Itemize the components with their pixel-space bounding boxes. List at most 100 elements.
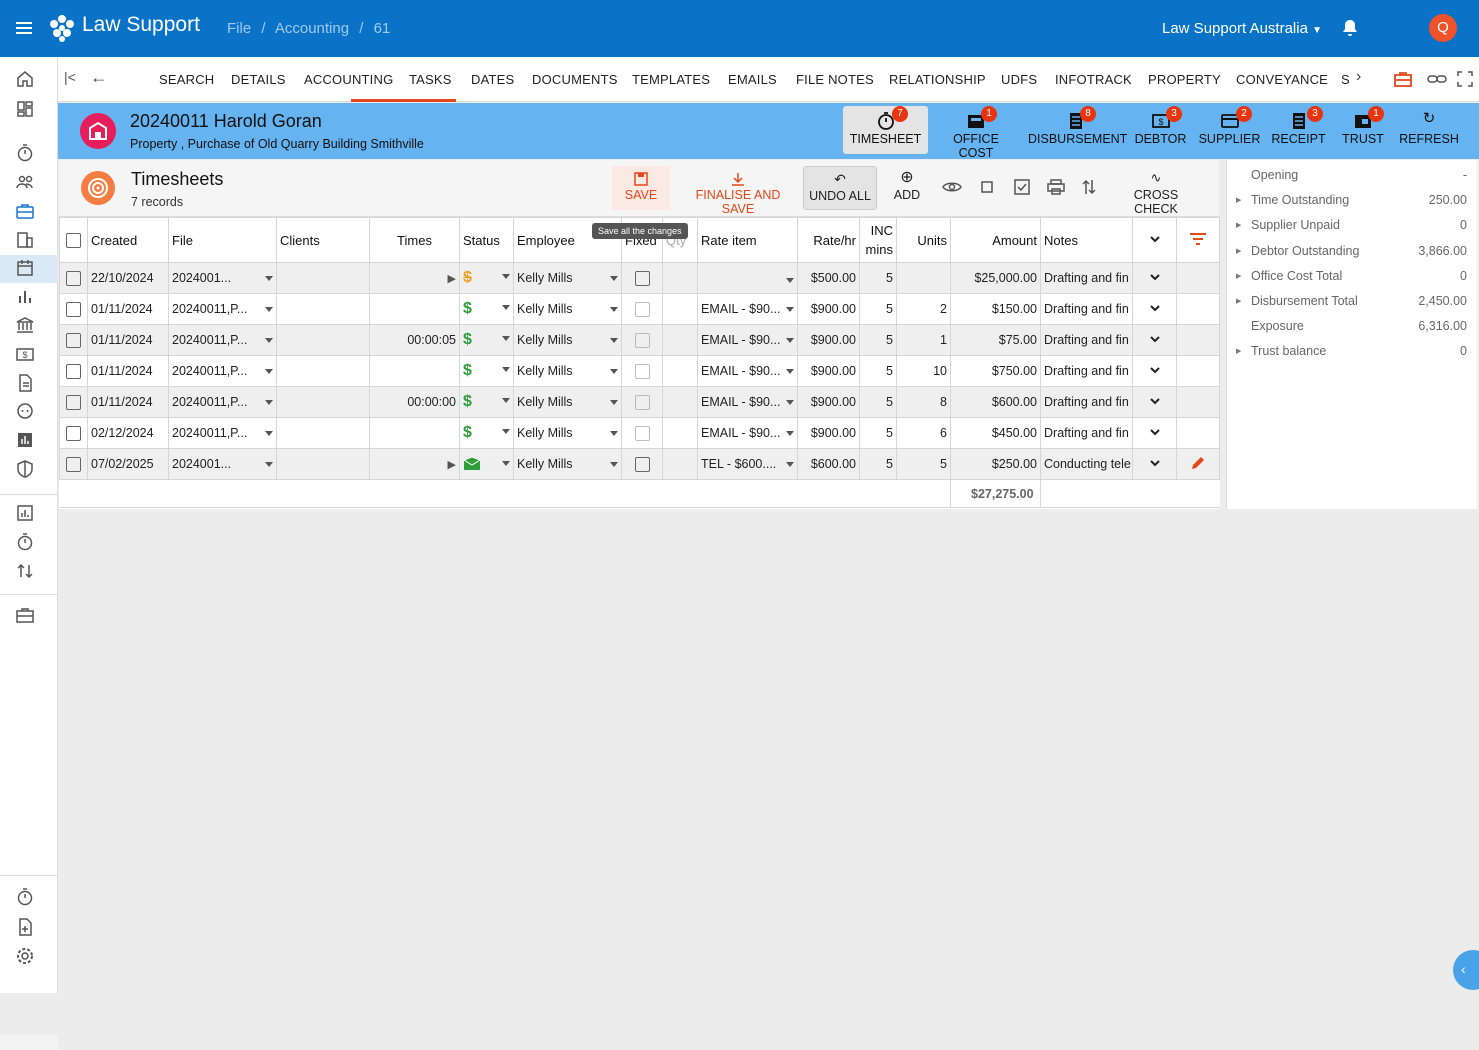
cell-rate-item[interactable]: EMAIL - $90... bbox=[697, 324, 798, 356]
cell-times[interactable] bbox=[369, 355, 460, 387]
cell-fixed[interactable] bbox=[621, 417, 663, 449]
cell-employee[interactable]: Kelly Mills bbox=[513, 293, 622, 325]
col-notes[interactable]: Notes bbox=[1040, 217, 1133, 263]
row-select[interactable] bbox=[59, 262, 88, 294]
cell-status[interactable]: $ bbox=[459, 355, 514, 387]
cell-notes[interactable]: Drafting and fin bbox=[1040, 355, 1133, 387]
row-select[interactable] bbox=[59, 417, 88, 449]
dropdown-arrow-icon[interactable] bbox=[786, 338, 794, 343]
briefcase-icon[interactable] bbox=[15, 201, 35, 221]
cell-rate-item[interactable]: EMAIL - $90... bbox=[697, 293, 798, 325]
table-row[interactable]: 07/02/2025 2024001... ▶ Kelly Mills TEL - $6… bbox=[59, 448, 1220, 480]
cell-clients[interactable] bbox=[276, 448, 370, 480]
cell-notes[interactable]: Conducting tele bbox=[1040, 448, 1133, 480]
dropdown-arrow-icon[interactable] bbox=[610, 462, 618, 467]
tab-relationship[interactable]: RELATIONSHIP bbox=[889, 72, 986, 87]
dropdown-arrow-icon[interactable] bbox=[786, 462, 794, 467]
dropdown-arrow-icon[interactable] bbox=[610, 276, 618, 281]
dropdown-arrow-icon[interactable] bbox=[265, 307, 273, 312]
settings-icon[interactable] bbox=[15, 946, 35, 966]
tab-more[interactable]: S bbox=[1341, 72, 1350, 87]
row-expand-button[interactable] bbox=[1132, 417, 1177, 449]
cell-file[interactable]: 2024001... bbox=[168, 448, 277, 480]
cell-status[interactable] bbox=[459, 448, 514, 480]
report-icon[interactable] bbox=[15, 430, 35, 450]
tab-file-notes[interactable]: FILE NOTES bbox=[796, 72, 874, 87]
row-action[interactable] bbox=[1176, 417, 1220, 449]
row-expand-button[interactable] bbox=[1132, 448, 1177, 480]
cell-fixed[interactable] bbox=[621, 448, 663, 480]
checkbox[interactable] bbox=[66, 270, 81, 286]
row-action[interactable] bbox=[1176, 324, 1220, 356]
trust-button[interactable]: TRUST 1 bbox=[1338, 106, 1388, 154]
row-action[interactable] bbox=[1176, 293, 1220, 325]
caret-right-icon[interactable]: ▶ bbox=[1236, 272, 1242, 280]
cell-notes[interactable]: Drafting and fin bbox=[1040, 262, 1133, 294]
timer-icon[interactable] bbox=[15, 887, 35, 907]
cell-status[interactable]: $ bbox=[459, 262, 514, 294]
dropdown-arrow-icon[interactable] bbox=[502, 460, 510, 466]
cell-file[interactable]: 20240011,P... bbox=[168, 386, 277, 418]
cell-employee[interactable]: Kelly Mills bbox=[513, 262, 622, 294]
timesheet-button[interactable]: TIMESHEET 7 bbox=[843, 106, 928, 154]
table-row[interactable]: 01/11/2024 20240011,P... $ Kelly Mills EMAIL… bbox=[59, 355, 1220, 387]
tab-tasks[interactable]: TASKS bbox=[409, 72, 452, 87]
row-expand-button[interactable] bbox=[1132, 293, 1177, 325]
toolbox-icon[interactable] bbox=[15, 605, 35, 625]
dropdown-arrow-icon[interactable] bbox=[502, 305, 510, 310]
cell-units[interactable]: 5 bbox=[896, 448, 951, 480]
people-icon[interactable] bbox=[15, 172, 35, 192]
row-select[interactable] bbox=[59, 386, 88, 418]
col-file[interactable]: File bbox=[168, 217, 277, 263]
dashboard-icon[interactable] bbox=[15, 99, 35, 119]
col-rate[interactable]: Rate/hr bbox=[797, 217, 860, 263]
dropdown-arrow-icon[interactable] bbox=[502, 398, 510, 403]
cell-clients[interactable] bbox=[276, 293, 370, 325]
stopwatch-icon[interactable] bbox=[15, 532, 35, 552]
dropdown-arrow-icon[interactable] bbox=[610, 400, 618, 405]
cell-employee[interactable]: Kelly Mills bbox=[513, 386, 622, 418]
cell-times[interactable]: 00:00:05 bbox=[369, 324, 460, 356]
finalise-and-save-button[interactable]: FINALISE AND SAVE bbox=[679, 166, 797, 216]
cell-fixed[interactable] bbox=[621, 262, 663, 294]
cell-clients[interactable] bbox=[276, 355, 370, 387]
dropdown-arrow-icon[interactable] bbox=[786, 431, 794, 436]
dropdown-arrow-icon[interactable] bbox=[610, 369, 618, 374]
row-expand-button[interactable] bbox=[1132, 262, 1177, 294]
dropdown-arrow-icon[interactable] bbox=[610, 431, 618, 436]
cell-file[interactable]: 20240011,P... bbox=[168, 293, 277, 325]
checklist-icon[interactable] bbox=[1013, 178, 1031, 196]
cell-times[interactable]: 00:00:00 bbox=[369, 386, 460, 418]
fixed-checkbox[interactable] bbox=[634, 394, 650, 410]
dropdown-arrow-icon[interactable] bbox=[502, 336, 510, 341]
cell-notes[interactable]: Drafting and fin bbox=[1040, 386, 1133, 418]
dropdown-arrow-icon[interactable] bbox=[786, 278, 794, 283]
row-action[interactable] bbox=[1176, 262, 1220, 294]
print-icon[interactable] bbox=[1046, 178, 1066, 196]
cell-units[interactable]: 1 bbox=[896, 324, 951, 356]
fixed-checkbox[interactable] bbox=[634, 456, 650, 472]
summary-row[interactable]: ▶ Time Outstanding 250.00 bbox=[1227, 193, 1478, 218]
shield-icon[interactable] bbox=[15, 459, 35, 479]
caret-right-icon[interactable]: ▶ bbox=[1236, 348, 1242, 356]
summary-row[interactable]: ▶ Debtor Outstanding 3,866.00 bbox=[1227, 244, 1478, 269]
cell-units[interactable] bbox=[896, 262, 951, 294]
cell-status[interactable]: $ bbox=[459, 293, 514, 325]
checkbox[interactable] bbox=[66, 425, 81, 441]
cell-notes[interactable]: Drafting and fin bbox=[1040, 324, 1133, 356]
tab-property[interactable]: PROPERTY bbox=[1148, 72, 1221, 87]
play-icon[interactable]: ▶ bbox=[447, 272, 456, 285]
edit-icon[interactable] bbox=[1190, 455, 1206, 471]
cell-employee[interactable]: Kelly Mills bbox=[513, 324, 622, 356]
avatar[interactable]: Q bbox=[1429, 14, 1457, 42]
cell-units[interactable]: 2 bbox=[896, 293, 951, 325]
table-row[interactable]: 01/11/2024 20240011,P... 00:00:05 $ Kelly Mi… bbox=[59, 324, 1220, 356]
fixed-checkbox[interactable] bbox=[634, 332, 650, 348]
table-row[interactable]: 22/10/2024 2024001... ▶ $ Kelly Mills $500.00… bbox=[59, 262, 1220, 294]
menu-icon[interactable] bbox=[14, 18, 34, 38]
cell-employee[interactable]: Kelly Mills bbox=[513, 355, 622, 387]
calendar-icon[interactable] bbox=[15, 258, 35, 278]
link-icon[interactable] bbox=[1427, 71, 1447, 87]
col-status[interactable]: Status bbox=[459, 217, 514, 263]
checkbox[interactable] bbox=[66, 233, 81, 249]
